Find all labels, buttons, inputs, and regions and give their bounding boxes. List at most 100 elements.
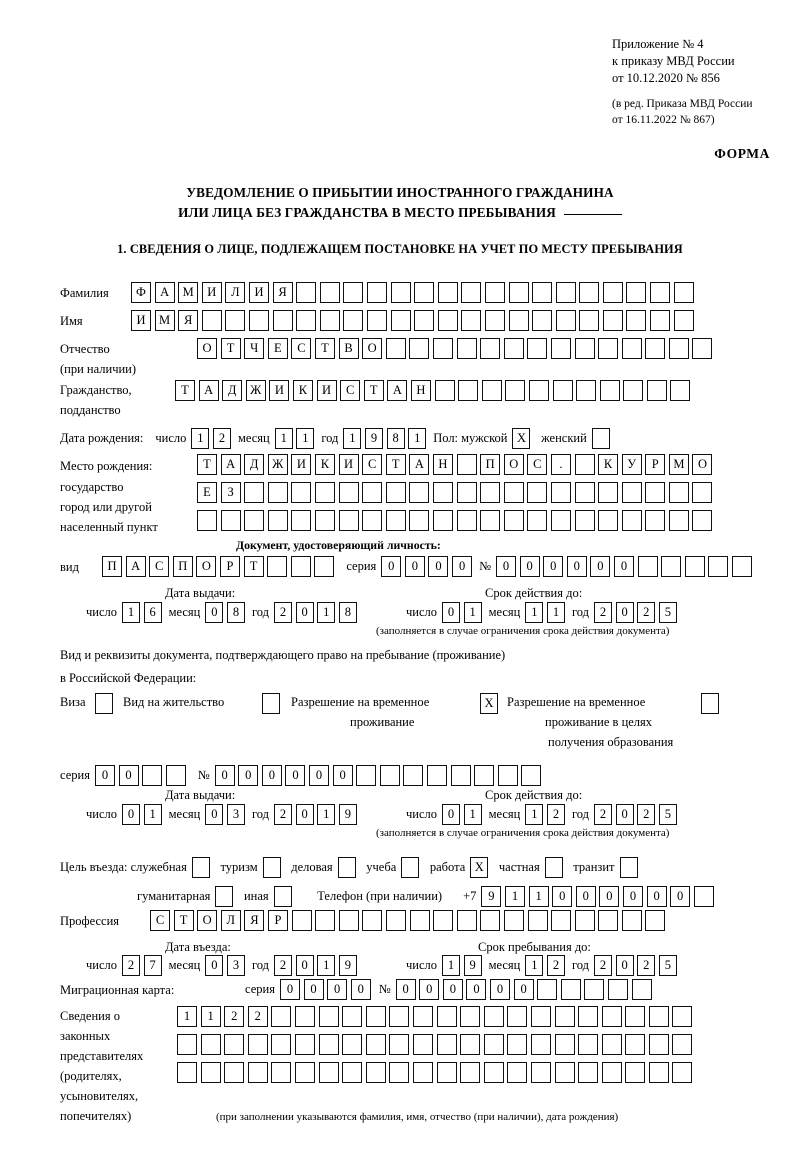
- char-cell[interactable]: [508, 310, 529, 331]
- char-cell[interactable]: О: [197, 910, 218, 931]
- char-cell[interactable]: [552, 380, 573, 401]
- char-cell[interactable]: [389, 1034, 410, 1055]
- char-cell[interactable]: Я: [178, 310, 199, 331]
- digit-cell[interactable]: 0: [295, 804, 314, 825]
- char-cell[interactable]: А: [125, 556, 146, 577]
- char-cell[interactable]: Т: [175, 380, 195, 401]
- char-cell[interactable]: [554, 1006, 575, 1027]
- char-cell[interactable]: [584, 979, 605, 1000]
- digit-cell[interactable]: 8: [338, 602, 357, 623]
- char-cell[interactable]: [267, 510, 288, 531]
- char-cell[interactable]: О: [196, 556, 217, 577]
- char-cell[interactable]: О: [362, 338, 383, 359]
- char-cell[interactable]: 0: [332, 765, 353, 786]
- char-cell[interactable]: [626, 282, 647, 303]
- char-cell[interactable]: [362, 510, 383, 531]
- char-cell[interactable]: 0: [466, 979, 487, 1000]
- char-cell[interactable]: [271, 1034, 292, 1055]
- char-cell[interactable]: [578, 1034, 599, 1055]
- char-cell[interactable]: [244, 510, 265, 531]
- char-cell[interactable]: А: [220, 454, 241, 475]
- char-cell[interactable]: [480, 338, 501, 359]
- digit-cell[interactable]: 1: [463, 602, 482, 623]
- char-cell[interactable]: [598, 338, 619, 359]
- char-cell[interactable]: [197, 510, 217, 531]
- char-cell[interactable]: [461, 310, 482, 331]
- char-cell[interactable]: Т: [314, 338, 335, 359]
- char-cell[interactable]: [527, 510, 548, 531]
- char-cell[interactable]: 0: [238, 765, 259, 786]
- char-cell[interactable]: [385, 482, 406, 503]
- char-cell[interactable]: [528, 380, 549, 401]
- legal-rep-row-3[interactable]: [177, 1062, 693, 1083]
- char-cell[interactable]: [507, 1006, 528, 1027]
- char-cell[interactable]: [480, 510, 501, 531]
- char-cell[interactable]: [267, 482, 288, 503]
- char-cell[interactable]: [414, 310, 435, 331]
- char-cell[interactable]: Т: [220, 338, 241, 359]
- char-cell[interactable]: 0: [590, 556, 611, 577]
- char-cell[interactable]: М: [154, 310, 175, 331]
- char-cell[interactable]: [296, 310, 317, 331]
- legal-rep-row-2[interactable]: [177, 1034, 693, 1055]
- char-cell[interactable]: [578, 1006, 599, 1027]
- char-cell[interactable]: [456, 482, 477, 503]
- char-cell[interactable]: [409, 338, 430, 359]
- char-cell[interactable]: [409, 510, 430, 531]
- char-cell[interactable]: [550, 338, 571, 359]
- char-cell[interactable]: А: [387, 380, 408, 401]
- char-cell[interactable]: [599, 380, 620, 401]
- char-cell[interactable]: [403, 765, 424, 786]
- char-cell[interactable]: [338, 510, 359, 531]
- char-cell[interactable]: [432, 510, 453, 531]
- char-cell[interactable]: [648, 1034, 669, 1055]
- char-cell[interactable]: [362, 910, 383, 931]
- char-cell[interactable]: 0: [452, 556, 473, 577]
- char-cell[interactable]: [290, 556, 311, 577]
- char-cell[interactable]: [598, 510, 619, 531]
- digit-cell[interactable]: 5: [658, 602, 677, 623]
- char-cell[interactable]: [503, 910, 524, 931]
- char-cell[interactable]: [456, 510, 477, 531]
- char-cell[interactable]: 0: [566, 556, 587, 577]
- char-cell[interactable]: [550, 510, 571, 531]
- char-cell[interactable]: [318, 1006, 339, 1027]
- char-cell[interactable]: [648, 1062, 669, 1083]
- char-cell[interactable]: [530, 1006, 551, 1027]
- char-cell[interactable]: 0: [599, 886, 620, 907]
- char-cell[interactable]: [342, 1062, 363, 1083]
- char-cell[interactable]: Т: [385, 454, 406, 475]
- char-cell[interactable]: Я: [272, 282, 293, 303]
- char-cell[interactable]: [684, 556, 705, 577]
- digit-cell[interactable]: 0: [615, 602, 634, 623]
- digit-cell[interactable]: 2: [637, 804, 656, 825]
- char-cell[interactable]: В: [338, 338, 359, 359]
- char-cell[interactable]: 1: [177, 1006, 197, 1027]
- digit-cell[interactable]: 1: [143, 804, 162, 825]
- char-cell[interactable]: К: [292, 380, 313, 401]
- digit-cell[interactable]: 2: [594, 955, 613, 976]
- char-cell[interactable]: [623, 380, 644, 401]
- char-cell[interactable]: [621, 510, 642, 531]
- char-cell[interactable]: [247, 1062, 268, 1083]
- char-cell[interactable]: [650, 282, 671, 303]
- sex-male-checkbox[interactable]: X: [512, 428, 531, 449]
- title-blank-line[interactable]: [563, 214, 622, 215]
- char-cell[interactable]: И: [291, 454, 312, 475]
- char-cell[interactable]: [554, 1034, 575, 1055]
- digit-cell[interactable]: 2: [212, 428, 231, 449]
- purpose-study-checkbox[interactable]: [401, 857, 420, 878]
- char-cell[interactable]: [342, 1006, 363, 1027]
- char-cell[interactable]: [291, 910, 312, 931]
- char-cell[interactable]: 0: [428, 556, 449, 577]
